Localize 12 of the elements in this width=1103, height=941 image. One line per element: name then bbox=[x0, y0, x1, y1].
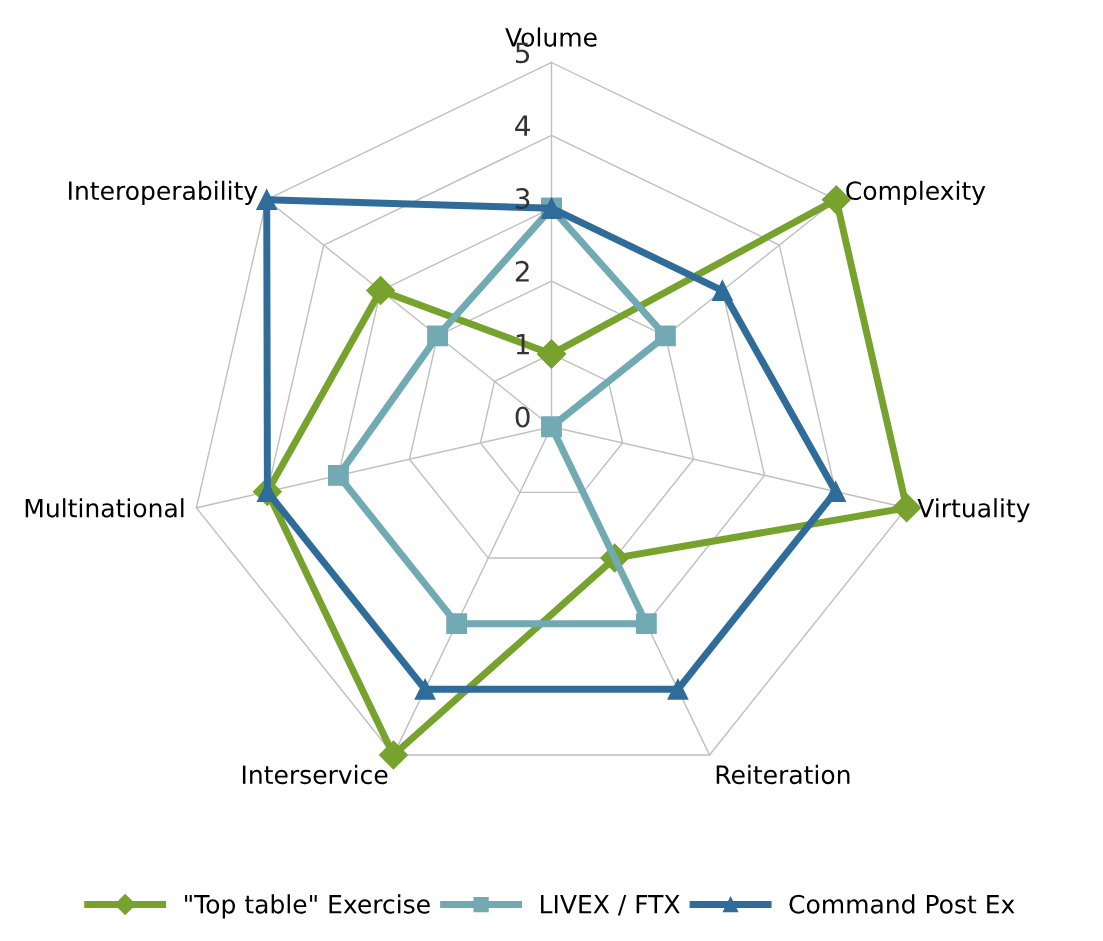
y-tick-label: 2 bbox=[515, 260, 529, 282]
spoke-label: Reiteration bbox=[716, 764, 850, 785]
spoke-label: Interoperability bbox=[69, 180, 258, 205]
spoke-label: Interservice bbox=[242, 764, 388, 785]
spoke-label: Multinational bbox=[25, 498, 184, 518]
y-tick-label: 4 bbox=[515, 115, 530, 136]
spoke-label: Virtuality bbox=[917, 498, 1030, 523]
y-tick-label: 0 bbox=[515, 406, 530, 428]
legend-label: "Top table" Exercise bbox=[185, 894, 430, 919]
legend-label: Command Post Ex bbox=[789, 894, 1015, 914]
spoke-label: Complexity bbox=[846, 180, 986, 205]
legend-label: LIVEX / FTX bbox=[541, 895, 680, 916]
